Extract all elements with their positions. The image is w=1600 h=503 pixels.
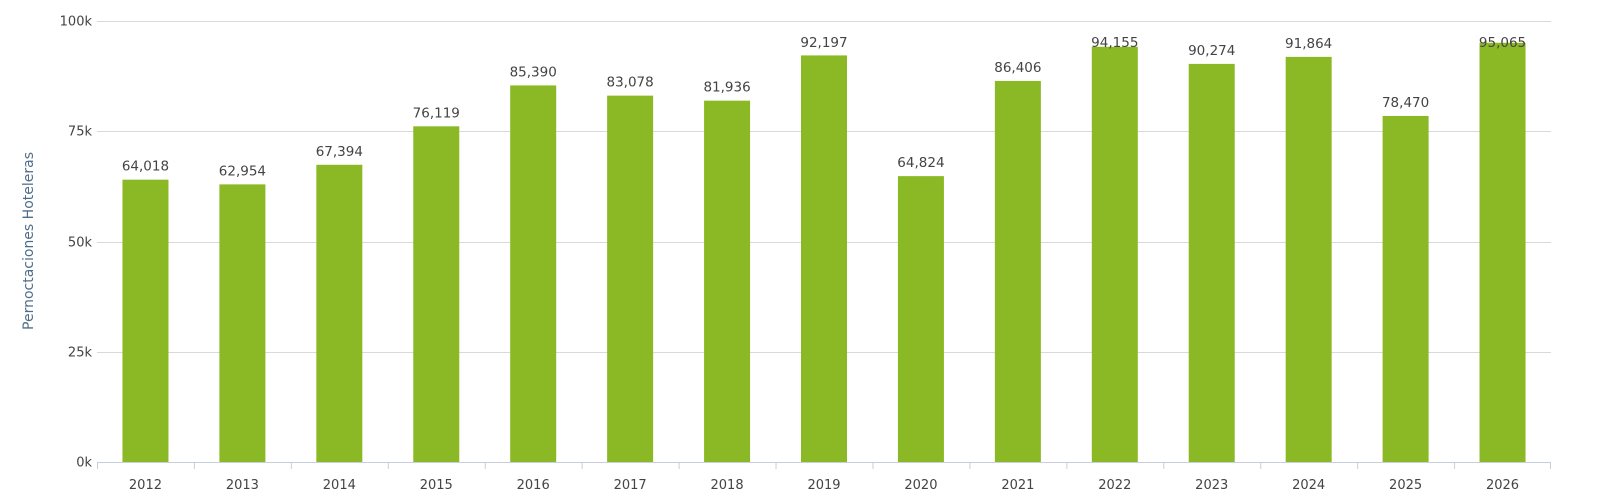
bar bbox=[413, 126, 460, 462]
bar bbox=[1285, 56, 1332, 462]
x-axis-ticks: 2012 2013 2014 2015 2016 2017 2018 2019 2020 2021… bbox=[97, 462, 1551, 493]
data-label: 81,936 bbox=[703, 80, 750, 96]
data-label: 85,390 bbox=[510, 64, 557, 80]
bar bbox=[607, 95, 654, 462]
y-tick-label: 50k bbox=[68, 236, 93, 251]
x-tick-label: 2025 bbox=[1389, 478, 1422, 493]
bar bbox=[1382, 115, 1429, 463]
bar bbox=[1091, 46, 1138, 462]
bar bbox=[897, 176, 944, 462]
x-tick-label: 2024 bbox=[1292, 478, 1325, 493]
x-tick-label: 2020 bbox=[904, 478, 937, 493]
x-tick-label: 2019 bbox=[807, 478, 840, 493]
bar bbox=[704, 100, 751, 463]
x-tick-label: 2013 bbox=[226, 478, 259, 493]
data-label: 92,197 bbox=[800, 35, 847, 51]
y-tick-label: 25k bbox=[68, 346, 93, 361]
bar bbox=[1188, 63, 1235, 462]
data-label: 95,065 bbox=[1479, 35, 1526, 51]
x-tick-label: 2023 bbox=[1195, 478, 1228, 493]
y-tick-label: 100k bbox=[60, 15, 93, 30]
data-label: 94,155 bbox=[1091, 35, 1138, 51]
data-label: 90,274 bbox=[1188, 43, 1235, 59]
data-label: 64,824 bbox=[897, 155, 944, 171]
y-axis-title: Pernoctaciones Hoteleras bbox=[21, 152, 37, 330]
bar bbox=[316, 164, 363, 462]
bar bbox=[510, 85, 557, 462]
data-label: 67,394 bbox=[316, 144, 363, 160]
data-label: 76,119 bbox=[413, 105, 460, 121]
bar bbox=[801, 55, 847, 463]
bar bbox=[219, 184, 266, 462]
x-tick-label: 2026 bbox=[1486, 478, 1519, 493]
data-label: 91,864 bbox=[1285, 36, 1332, 52]
data-label: 83,078 bbox=[607, 75, 654, 91]
x-tick-label: 2015 bbox=[420, 478, 453, 493]
bar bbox=[994, 80, 1041, 463]
data-label: 62,954 bbox=[219, 163, 266, 179]
x-tick-label: 2022 bbox=[1098, 478, 1131, 493]
bar bbox=[1479, 42, 1526, 462]
y-tick-label: 75k bbox=[68, 125, 93, 140]
x-tick-label: 2021 bbox=[1001, 478, 1034, 493]
x-tick-label: 2012 bbox=[129, 478, 162, 493]
x-tick-label: 2016 bbox=[517, 478, 550, 493]
x-tick-label: 2018 bbox=[711, 478, 744, 493]
bars bbox=[122, 42, 1526, 463]
x-tick-label: 2014 bbox=[323, 478, 356, 493]
data-label: 64,018 bbox=[122, 159, 169, 175]
bar bbox=[122, 179, 169, 463]
x-tick-label: 2017 bbox=[614, 478, 647, 493]
data-label: 78,470 bbox=[1382, 95, 1429, 111]
data-label: 86,406 bbox=[994, 60, 1041, 76]
data-labels: 64,018 62,954 67,394 76,119 85,390 83,078 81,9… bbox=[122, 35, 1526, 179]
y-tick-label: 0k bbox=[76, 456, 92, 471]
y-axis-ticks: 0k 25k 50k 75k 100k bbox=[60, 15, 93, 471]
